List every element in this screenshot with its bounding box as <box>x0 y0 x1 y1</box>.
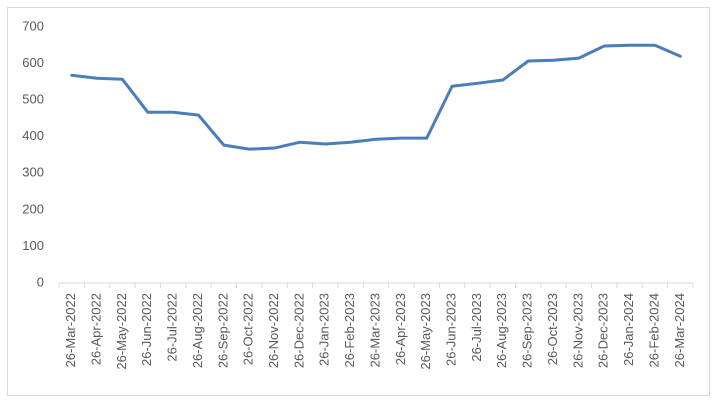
x-tick-label: 26-Oct-2022 <box>241 293 256 365</box>
x-tick-label: 26-Jul-2022 <box>165 293 180 362</box>
chart-border <box>7 7 710 396</box>
x-tick-label: 26-Nov-2023 <box>570 293 585 368</box>
x-tick-label: 26-Feb-2024 <box>646 293 661 367</box>
x-tick-label: 26-Sep-2022 <box>215 293 230 368</box>
x-tick-label: 26-Oct-2023 <box>545 293 560 365</box>
x-tick-label: 26-Aug-2023 <box>494 293 509 368</box>
x-tick-label: 26-Aug-2022 <box>190 293 205 368</box>
x-tick-label: 26-Dec-2022 <box>291 293 306 368</box>
y-tick-label: 600 <box>22 55 44 70</box>
x-tick-label: 26-Jun-2022 <box>139 293 154 366</box>
x-tick-label: 26-Nov-2022 <box>266 293 281 368</box>
x-tick-label: 26-Feb-2023 <box>342 293 357 367</box>
x-tick-label: 26-Sep-2023 <box>520 293 535 368</box>
x-tick-label: 26-May-2023 <box>418 293 433 370</box>
x-tick-label: 26-May-2022 <box>114 293 129 370</box>
y-tick-label: 200 <box>22 201 44 216</box>
x-tick-label: 26-Jul-2023 <box>469 293 484 362</box>
data-line <box>70 43 682 151</box>
y-tick-label: 100 <box>22 238 44 253</box>
x-tick-label: 26-Jan-2023 <box>317 293 332 366</box>
x-tick-label: 26-Mar-2024 <box>672 293 687 367</box>
x-tick-label: 26-Mar-2023 <box>367 293 382 367</box>
x-tick-label: 26-Dec-2023 <box>596 293 611 368</box>
y-tick-label: 500 <box>22 92 44 107</box>
x-tick-label: 26-Apr-2022 <box>88 293 103 365</box>
x-tick-label: 26-Mar-2022 <box>63 293 78 367</box>
x-tick-label: 26-Jan-2024 <box>621 293 636 366</box>
y-tick-label: 0 <box>37 274 44 289</box>
y-tick-label: 700 <box>22 18 44 33</box>
y-tick-label: 300 <box>22 165 44 180</box>
x-tick-label: 26-Jun-2023 <box>444 293 459 366</box>
x-tick-label: 26-Apr-2023 <box>393 293 408 365</box>
y-tick-label: 400 <box>22 128 44 143</box>
